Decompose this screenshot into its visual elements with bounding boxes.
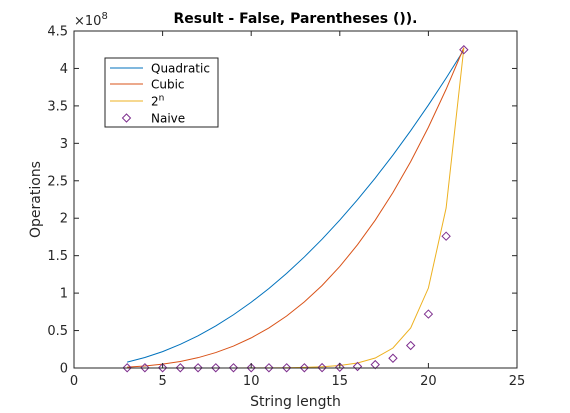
data-point	[459, 45, 469, 55]
y-tick-label: 1	[60, 287, 68, 302]
series-line	[127, 49, 465, 363]
y-tick-label: 3.5	[47, 99, 68, 114]
y-axis-label: Operations	[28, 161, 44, 238]
axes-box	[73, 30, 518, 369]
data-point	[441, 231, 451, 241]
data-point	[193, 363, 203, 373]
data-point	[157, 363, 168, 373]
x-tick-label: 10	[243, 374, 260, 389]
y-axis-exponent: ×108	[74, 11, 108, 29]
data-point	[317, 362, 327, 373]
legend-item: Naive	[121, 112, 185, 126]
y-tick-label: 0.5	[47, 324, 68, 339]
legend: Quadratic Cubic 2n Naive	[104, 57, 219, 128]
x-axis-label: String length	[250, 394, 341, 410]
data-point	[352, 361, 363, 372]
series-quadratic	[127, 49, 465, 363]
y-tick-label: 3	[60, 137, 68, 152]
legend-item: 2n	[110, 94, 164, 109]
data-point	[370, 359, 380, 370]
legend-box	[104, 57, 219, 128]
data-point	[246, 363, 256, 373]
data-point	[299, 363, 310, 373]
data-point	[228, 363, 239, 373]
legend-item: Quadratic	[110, 62, 210, 76]
legend-label-sup: n	[159, 94, 165, 104]
data-point	[423, 309, 434, 319]
x-tick-label: 5	[158, 374, 166, 389]
y-tick-label: 1.5	[47, 249, 68, 264]
legend-label: Quadratic	[151, 62, 210, 76]
data-point	[335, 362, 345, 372]
data-point	[264, 363, 274, 373]
legend-swatch	[121, 113, 132, 123]
y-axis-exponent-power: 8	[101, 11, 107, 22]
series-line	[127, 47, 465, 368]
x-tick-label: 0	[70, 374, 78, 389]
data-point	[140, 363, 150, 373]
y-tick-label: 0	[60, 362, 68, 377]
y-tick-label: 2	[60, 212, 68, 227]
x-tick-label: 15	[332, 374, 349, 389]
y-tick-label: 2.5	[47, 174, 68, 189]
y-axis-exponent-base: ×10	[74, 14, 101, 29]
legend-label: Cubic	[151, 78, 185, 92]
chart-title: Result - False, Parentheses ()).	[173, 11, 417, 27]
legend-items: Quadratic Cubic 2n Naive	[110, 62, 210, 126]
data-point	[211, 363, 221, 373]
y-tick-label: 4.5	[47, 25, 68, 40]
y-tick-label: 4	[60, 62, 68, 77]
legend-label-base: 2	[151, 95, 159, 109]
x-tick-label: 20	[420, 374, 437, 389]
x-axis-ticks: 0 5 10 15 20 25	[70, 31, 525, 389]
data-point	[122, 363, 132, 373]
x-tick-label: 25	[509, 374, 526, 389]
legend-label: Naive	[151, 112, 185, 126]
data-point	[175, 363, 186, 373]
legend-label: 2n	[151, 94, 164, 109]
series-cubic	[127, 47, 465, 368]
data-point	[405, 340, 416, 351]
legend-item: Cubic	[110, 78, 185, 92]
series-naive	[122, 45, 469, 373]
data-point	[281, 363, 292, 373]
data-point	[388, 353, 398, 363]
y-axis-ticks: 0 0.5 1 1.5 2 2.5 3 3.5 4 4.5	[47, 25, 517, 377]
